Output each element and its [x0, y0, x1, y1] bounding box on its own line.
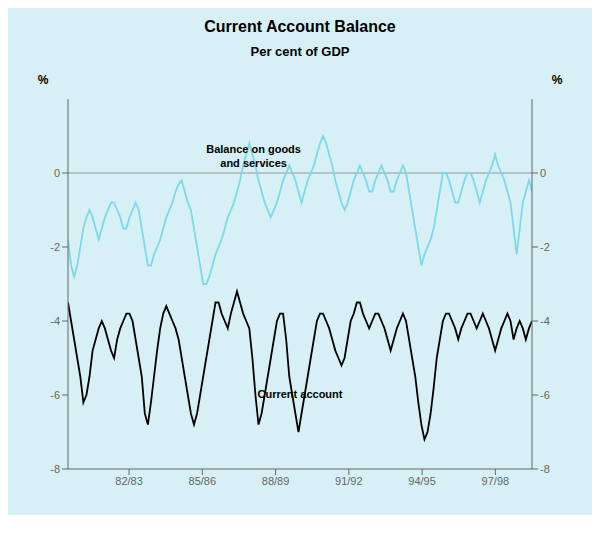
svg-text:-2: -2 — [50, 241, 60, 253]
svg-text:97/98: 97/98 — [482, 475, 510, 487]
svg-text:0: 0 — [540, 167, 546, 179]
svg-text:-4: -4 — [540, 315, 550, 327]
svg-text:82/83: 82/83 — [115, 475, 143, 487]
html-text:Current account: Current account — [257, 387, 343, 400]
svg-text:88/89: 88/89 — [262, 475, 290, 487]
svg-text:-8: -8 — [540, 463, 550, 475]
svg-text:-6: -6 — [50, 389, 60, 401]
svg-text:-8: -8 — [50, 463, 60, 475]
svg-text:-2: -2 — [540, 241, 550, 253]
html-text:Balance on goods and services: Balance on goods and services — [206, 143, 301, 169]
svg-text:0: 0 — [54, 167, 60, 179]
svg-text:91/92: 91/92 — [335, 475, 363, 487]
svg-text:85/86: 85/86 — [189, 475, 217, 487]
html-text:Per cent of GDP: Per cent of GDP — [250, 44, 350, 59]
svg-text:-6: -6 — [540, 389, 550, 401]
html-text:Current Account Balance: Current Account Balance — [204, 18, 396, 35]
svg-text:94/95: 94/95 — [408, 475, 436, 487]
svg-text:-4: -4 — [50, 315, 60, 327]
